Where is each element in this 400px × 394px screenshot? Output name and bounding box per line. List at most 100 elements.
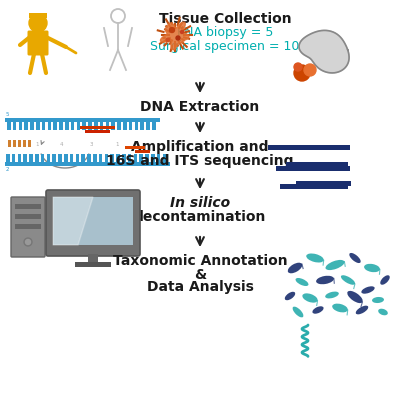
- Bar: [125, 146, 145, 149]
- Circle shape: [294, 65, 310, 81]
- Bar: [23, 140, 26, 147]
- Circle shape: [29, 14, 47, 32]
- Text: 4: 4: [60, 142, 64, 147]
- Bar: [5, 162, 170, 166]
- Ellipse shape: [361, 286, 375, 294]
- Bar: [13, 140, 16, 147]
- Bar: [105, 154, 108, 162]
- Polygon shape: [160, 22, 189, 50]
- FancyBboxPatch shape: [28, 30, 48, 56]
- Ellipse shape: [293, 307, 303, 318]
- Bar: [93, 154, 96, 162]
- Bar: [71, 122, 74, 130]
- Bar: [146, 122, 150, 130]
- Text: 5: 5: [6, 112, 10, 117]
- Bar: [88, 122, 92, 130]
- Bar: [268, 145, 350, 150]
- Bar: [106, 122, 109, 130]
- Bar: [100, 122, 103, 130]
- FancyBboxPatch shape: [46, 190, 140, 256]
- Bar: [53, 197, 133, 245]
- Bar: [134, 154, 137, 162]
- Bar: [145, 154, 149, 162]
- Text: &: &: [194, 268, 206, 282]
- Text: 1: 1: [115, 142, 118, 147]
- Bar: [23, 154, 27, 162]
- Ellipse shape: [325, 292, 339, 298]
- Bar: [15, 204, 41, 209]
- Ellipse shape: [332, 304, 348, 312]
- Bar: [5, 118, 160, 122]
- Bar: [157, 154, 160, 162]
- Bar: [152, 122, 156, 130]
- Bar: [122, 154, 126, 162]
- Bar: [296, 181, 351, 186]
- Bar: [99, 154, 102, 162]
- Circle shape: [170, 28, 174, 32]
- Ellipse shape: [364, 264, 380, 272]
- Circle shape: [180, 30, 184, 33]
- Bar: [41, 154, 44, 162]
- Bar: [94, 122, 98, 130]
- Ellipse shape: [302, 294, 318, 303]
- Text: Surgical specimen = 10: Surgical specimen = 10: [150, 40, 300, 53]
- Bar: [48, 122, 51, 130]
- Ellipse shape: [380, 275, 390, 285]
- Text: Taxonomic Annotation: Taxonomic Annotation: [113, 254, 287, 268]
- Bar: [76, 154, 79, 162]
- Bar: [7, 122, 10, 130]
- Bar: [54, 122, 57, 130]
- Bar: [13, 122, 16, 130]
- Ellipse shape: [341, 275, 355, 285]
- Polygon shape: [299, 30, 349, 73]
- Bar: [111, 122, 115, 130]
- Bar: [88, 254, 98, 262]
- Circle shape: [294, 63, 302, 71]
- Text: In silico: In silico: [170, 196, 230, 210]
- Bar: [276, 166, 350, 171]
- Bar: [116, 154, 120, 162]
- Circle shape: [24, 238, 32, 246]
- Bar: [29, 154, 33, 162]
- Bar: [18, 140, 21, 147]
- Bar: [85, 130, 110, 132]
- Text: decontamination: decontamination: [134, 210, 266, 224]
- Bar: [140, 154, 143, 162]
- Polygon shape: [53, 197, 93, 245]
- Bar: [82, 154, 85, 162]
- Ellipse shape: [306, 253, 324, 262]
- Circle shape: [166, 38, 170, 42]
- Text: Tissue Collection: Tissue Collection: [159, 12, 291, 26]
- Bar: [24, 122, 28, 130]
- Ellipse shape: [316, 276, 334, 284]
- Bar: [19, 122, 22, 130]
- Bar: [80, 126, 115, 129]
- Ellipse shape: [312, 306, 324, 314]
- Bar: [6, 154, 10, 162]
- Bar: [12, 154, 15, 162]
- Text: 2: 2: [6, 167, 10, 172]
- Text: DNA Extraction: DNA Extraction: [140, 100, 260, 114]
- Bar: [28, 140, 31, 147]
- Bar: [77, 122, 80, 130]
- Bar: [15, 224, 41, 229]
- FancyBboxPatch shape: [29, 13, 47, 18]
- Text: 3: 3: [90, 142, 94, 147]
- Bar: [134, 122, 138, 130]
- Circle shape: [304, 64, 316, 76]
- Bar: [135, 150, 150, 152]
- Ellipse shape: [288, 263, 302, 273]
- Text: 16S and ITS sequencing: 16S and ITS sequencing: [106, 154, 294, 168]
- Ellipse shape: [372, 297, 384, 303]
- Text: Data Analysis: Data Analysis: [146, 280, 254, 294]
- Bar: [52, 154, 56, 162]
- Ellipse shape: [349, 253, 361, 263]
- Ellipse shape: [378, 309, 388, 315]
- Bar: [58, 154, 62, 162]
- Bar: [117, 122, 121, 130]
- Ellipse shape: [356, 306, 368, 314]
- Bar: [82, 122, 86, 130]
- Bar: [162, 154, 166, 162]
- Ellipse shape: [296, 278, 308, 286]
- Ellipse shape: [285, 292, 295, 300]
